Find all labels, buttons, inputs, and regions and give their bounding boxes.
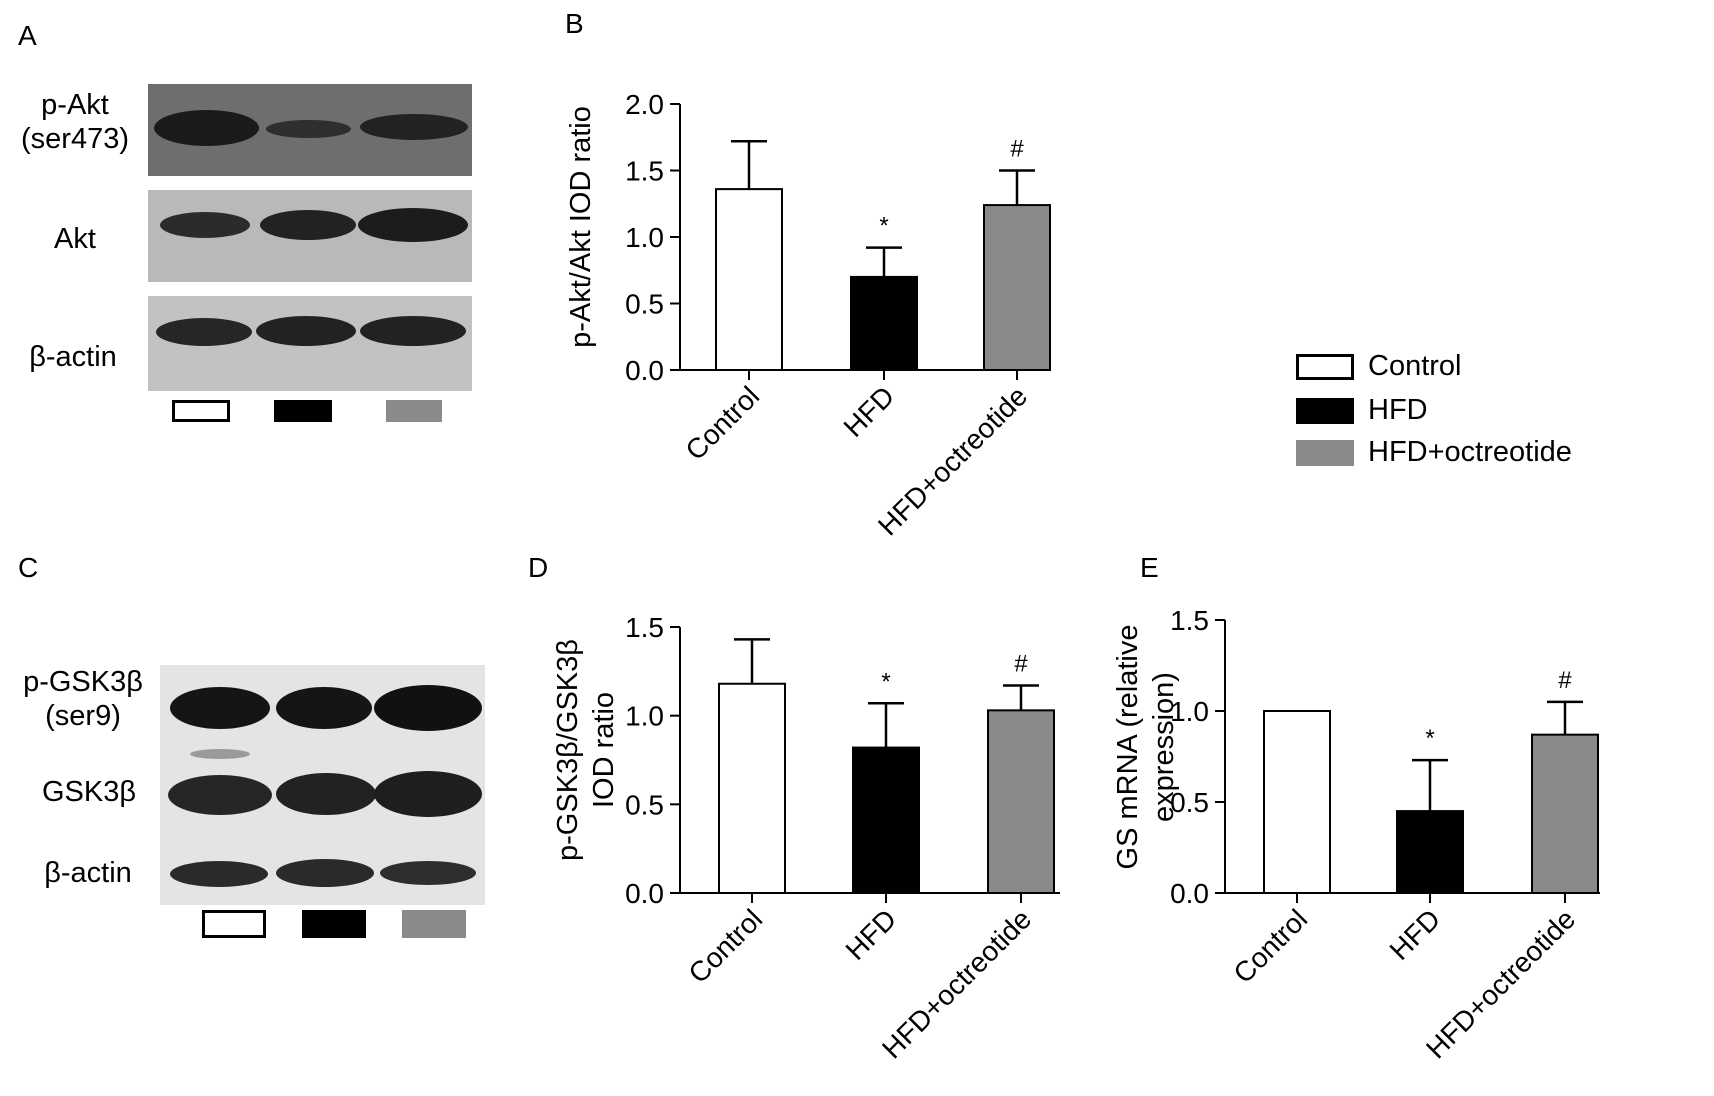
y-axis-label-e: GS mRNA (relative: [1112, 625, 1144, 870]
panel-letter-a: A: [18, 20, 37, 51]
blot-c-lane-key-control: [202, 910, 266, 938]
blot-a-label-pakt-line1: p-Akt: [41, 89, 109, 121]
panel-letter-e: E: [1140, 552, 1159, 583]
band: [360, 316, 466, 346]
band: [154, 110, 259, 146]
annotation-d-2: #: [1014, 651, 1028, 678]
y-axis-label-d: IOD ratio: [588, 692, 620, 808]
band: [380, 861, 476, 885]
band: [256, 316, 356, 346]
band: [374, 771, 482, 817]
legend-swatch-hfd-octreotide: [1296, 440, 1354, 466]
panel-letter-b: B: [565, 8, 584, 39]
annotation-d-1: *: [881, 668, 890, 695]
y-axis-label-e: expression): [1148, 672, 1180, 822]
blot-a-label-actin: β-actin: [29, 341, 117, 373]
annotation-e-1: *: [1425, 725, 1434, 752]
blot-c-label-pgsk-line2: (ser9): [45, 700, 121, 732]
y-tick-label-d: 1.0: [625, 701, 664, 732]
y-axis-label-d: p-GSK3β/GSK3β: [552, 639, 584, 861]
bar-b-0: [715, 188, 783, 371]
y-tick-label-e: 0.5: [1170, 787, 1209, 818]
annotation-e-2: #: [1558, 667, 1572, 694]
legend-label-hfd: HFD: [1368, 394, 1428, 426]
bar-e-2: [1531, 733, 1599, 894]
annotation-b-2: #: [1010, 136, 1024, 163]
bar-d-1: [852, 746, 920, 894]
x-tick-label-e-1: HFD: [1384, 903, 1447, 966]
legend-swatch-control: [1296, 354, 1354, 380]
y-axis-label-b: p-Akt/Akt IOD ratio: [565, 106, 597, 348]
blot-a-strip-actin: [148, 296, 472, 391]
blot-a-lane-key-control: [172, 400, 230, 422]
blot-a-strip-pakt: [148, 84, 472, 176]
blot-a-label-pakt: p-Akt (ser473): [10, 88, 140, 156]
band: [260, 210, 356, 240]
y-tick-label-d: 1.5: [625, 612, 664, 643]
y-tick-label-d: 0.0: [625, 878, 664, 909]
bar-b-2: [983, 204, 1051, 371]
y-tick-label-b: 2.0: [625, 89, 664, 120]
band: [156, 318, 252, 346]
band: [358, 208, 468, 242]
blot-a-lane-key-hfd: [274, 400, 332, 422]
y-tick-label-b: 1.5: [625, 156, 664, 187]
bar-d-0: [718, 682, 786, 894]
band: [170, 861, 268, 887]
y-tick-label-b: 0.5: [625, 289, 664, 320]
y-tick-label-e: 0.0: [1170, 878, 1209, 909]
blot-c-label-pgsk: p-GSK3β (ser9): [12, 665, 154, 733]
bar-e-0: [1263, 710, 1331, 894]
blot-c-lane-key-hfd-octreotide: [402, 910, 466, 938]
band: [160, 212, 250, 238]
blot-c-membrane: [160, 665, 485, 905]
band: [360, 114, 468, 140]
blot-c-label-actin: β-actin: [44, 857, 132, 889]
legend-label-control: Control: [1368, 350, 1462, 382]
blot-c-label-gsk: GSK3β: [41, 776, 137, 808]
y-tick-label-e: 1.5: [1170, 605, 1209, 636]
x-tick-label-e-0: Control: [1227, 903, 1313, 989]
panel-letter-d: D: [528, 552, 549, 583]
bar-e-1: [1396, 810, 1464, 894]
band: [276, 773, 376, 815]
blot-a-label-akt: Akt: [54, 223, 96, 255]
y-tick-label-b: 0.0: [625, 355, 664, 386]
band: [374, 685, 482, 731]
blot-c-label-pgsk-line1: p-GSK3β: [23, 666, 143, 698]
band: [276, 859, 374, 887]
y-tick-label-e: 1.0: [1170, 696, 1209, 727]
band: [266, 120, 351, 138]
blot-a-strip-akt: [148, 190, 472, 282]
band: [170, 687, 270, 729]
legend-swatch-hfd: [1296, 398, 1354, 424]
band: [190, 749, 250, 759]
band: [276, 687, 372, 729]
blot-c-lane-key-hfd: [302, 910, 366, 938]
blot-a-label-pakt-line2: (ser473): [21, 123, 129, 155]
annotation-b-1: *: [879, 213, 888, 240]
blot-a-lane-key-hfd-octreotide: [386, 400, 442, 422]
y-tick-label-d: 0.5: [625, 789, 664, 820]
legend-label-hfd-octreotide: HFD+octreotide: [1368, 436, 1572, 468]
bar-d-2: [987, 709, 1055, 895]
y-tick-label-b: 1.0: [625, 222, 664, 253]
band: [168, 775, 272, 815]
panel-letter-c: C: [18, 552, 39, 583]
x-tick-label-e-2: HFD+octreotide: [1420, 903, 1581, 1064]
